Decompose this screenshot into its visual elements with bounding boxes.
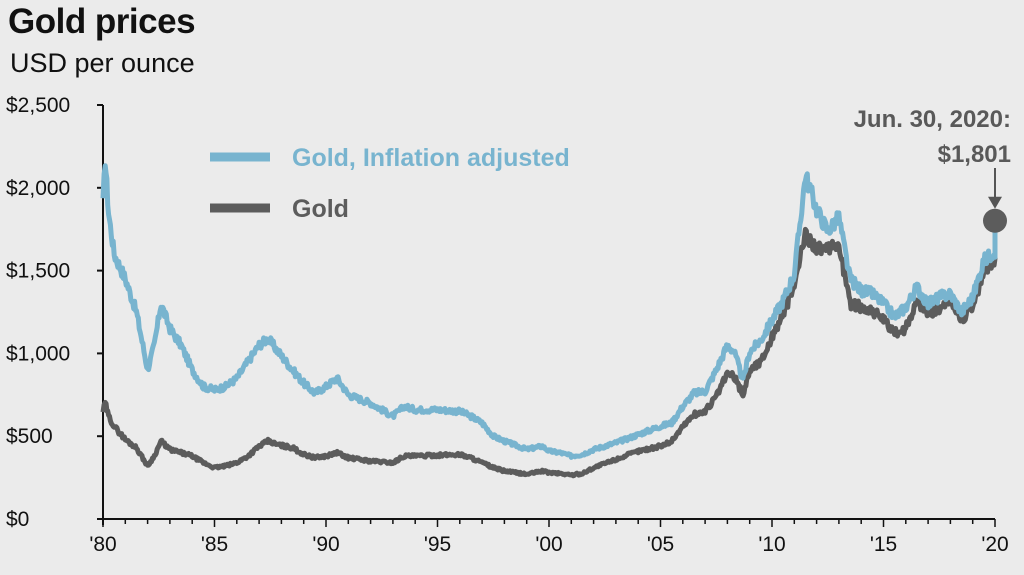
x-tick-label: '80 <box>89 533 116 556</box>
annotation-marker <box>983 208 1007 233</box>
series-line-gold <box>100 220 998 479</box>
x-tick-label: '00 <box>535 533 562 556</box>
x-tick-label: '95 <box>424 533 451 556</box>
legend: Gold, Inflation adjusted Gold <box>210 144 570 223</box>
x-tick-label: '10 <box>758 533 785 556</box>
legend-label: Gold <box>292 195 349 223</box>
legend-label: Gold, Inflation adjusted <box>292 144 570 172</box>
chart-title: Gold prices <box>8 2 196 41</box>
x-tick-label: '85 <box>201 533 228 556</box>
y-tick-label: $1,500 <box>6 260 70 283</box>
annotation-arrow-head <box>988 196 1002 209</box>
x-tick-label: '05 <box>647 533 674 556</box>
y-tick-label: $2,000 <box>6 177 70 200</box>
series-layer <box>100 163 998 479</box>
annotation-date: Jun. 30, 2020: <box>854 106 1011 133</box>
x-tick-label: '90 <box>312 533 339 556</box>
y-tick-label: $500 <box>6 425 53 448</box>
axes: $0 $500 $1,000 $1,500 $2,000 $2,500 '80 '85 '90 '… <box>6 94 1009 556</box>
series-line-gold-inflation-adjusted <box>100 163 998 460</box>
y-tick-label: $2,500 <box>6 94 70 117</box>
y-tick-label: $1,000 <box>6 342 70 365</box>
y-tick-label: $0 <box>6 508 29 531</box>
annotation: Jun. 30, 2020: $1,801 <box>854 106 1011 233</box>
annotation-value: $1,801 <box>938 141 1011 168</box>
x-tick-label: '20 <box>981 533 1008 556</box>
x-tick-label: '15 <box>870 533 897 556</box>
chart-subtitle: USD per ounce <box>10 48 195 78</box>
